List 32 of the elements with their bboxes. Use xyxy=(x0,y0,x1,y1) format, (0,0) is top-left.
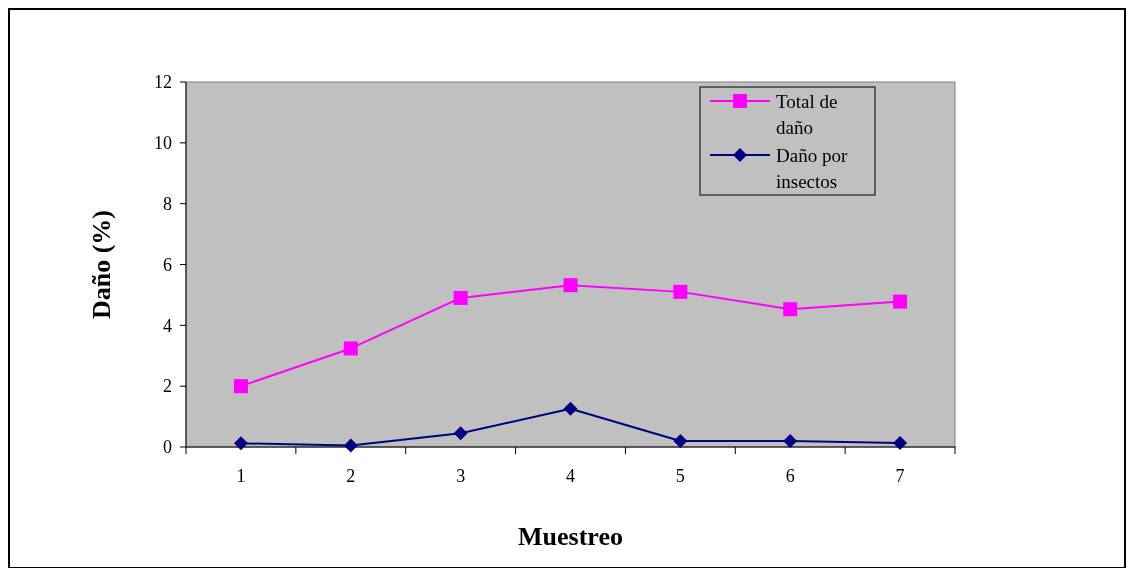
y-tick-label: 4 xyxy=(163,315,172,336)
y-tick-label: 0 xyxy=(163,437,172,458)
y-tick-label: 2 xyxy=(163,376,172,397)
y-tick-label: 6 xyxy=(163,254,172,275)
point xyxy=(783,302,798,317)
x-tick-label: 5 xyxy=(675,466,685,486)
point xyxy=(233,379,248,394)
point xyxy=(343,341,358,356)
x-tick-label: 7 xyxy=(895,466,905,486)
point xyxy=(783,433,798,448)
x-tick-label: 4 xyxy=(566,466,575,486)
legend-label: Daño por insectos xyxy=(776,144,848,192)
point xyxy=(673,433,688,448)
legend-label: Total de daño xyxy=(776,90,838,138)
y-tick-label: 8 xyxy=(163,193,172,214)
point xyxy=(893,436,908,451)
point xyxy=(453,426,468,441)
point xyxy=(343,438,358,453)
x-axis-title: Muestreo xyxy=(518,522,623,551)
point xyxy=(233,436,248,451)
x-tick-label: 1 xyxy=(236,466,246,486)
x-tick-label: 2 xyxy=(346,466,356,486)
point xyxy=(893,294,908,309)
y-tick-label: 10 xyxy=(154,133,172,154)
y-tick-label: 12 xyxy=(154,72,172,93)
x-tick-label: 6 xyxy=(785,466,795,486)
point xyxy=(563,401,578,416)
y-axis-title: Daño (%) xyxy=(87,209,116,320)
point xyxy=(453,290,468,305)
point xyxy=(673,284,688,299)
x-tick-label: 3 xyxy=(456,466,466,486)
point xyxy=(563,278,578,293)
